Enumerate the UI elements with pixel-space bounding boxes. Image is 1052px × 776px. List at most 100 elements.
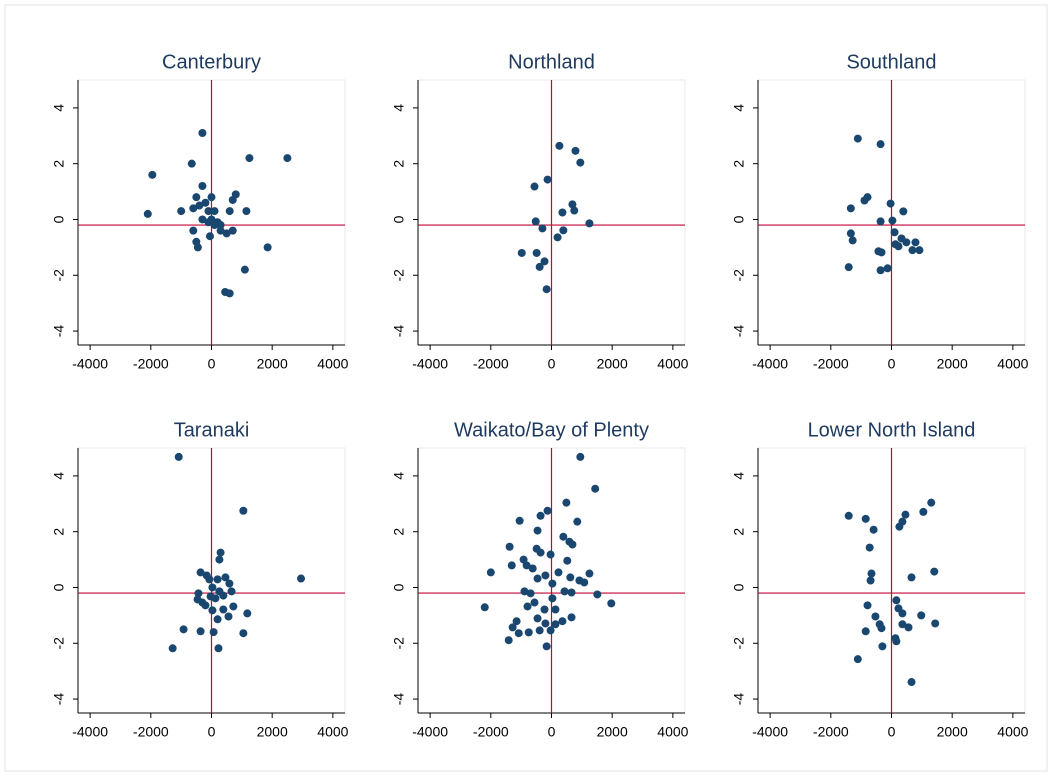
point: [228, 195, 237, 204]
point: [530, 598, 539, 607]
point: [143, 209, 152, 218]
point: [508, 623, 517, 632]
point: [568, 200, 577, 209]
x-tick-label: -4000: [752, 356, 788, 372]
point: [863, 601, 872, 610]
point: [168, 644, 177, 653]
point: [520, 587, 529, 596]
point: [876, 140, 885, 149]
point: [210, 207, 219, 216]
x-tick-label: 0: [548, 724, 556, 740]
y-tick-label: 0: [731, 583, 747, 591]
point: [877, 624, 886, 633]
point: [198, 182, 207, 190]
point: [205, 232, 214, 241]
point: [898, 609, 907, 618]
y-tick-label: 0: [51, 215, 67, 223]
x-tick-label: -2000: [133, 356, 169, 372]
point: [219, 591, 228, 600]
point: [888, 216, 897, 225]
y-tick-label: -4: [51, 325, 67, 338]
point: [892, 637, 901, 646]
point: [215, 555, 224, 564]
point: [224, 612, 233, 621]
point: [567, 588, 576, 597]
point: [553, 233, 562, 242]
panel-title: Canterbury: [162, 51, 261, 73]
point: [876, 217, 885, 226]
point: [573, 517, 582, 526]
point: [931, 619, 940, 628]
point: [504, 636, 513, 645]
point: [486, 568, 495, 577]
point: [846, 229, 855, 238]
point: [551, 605, 560, 614]
point: [551, 620, 560, 629]
point: [546, 626, 555, 635]
point: [861, 514, 870, 523]
point: [228, 226, 237, 235]
point: [915, 246, 924, 255]
x-tick-label: 2000: [937, 356, 968, 372]
point: [543, 175, 552, 184]
y-tick-label: 0: [391, 583, 407, 591]
point: [505, 542, 514, 551]
y-tick-label: 4: [391, 472, 407, 480]
point: [205, 575, 214, 584]
point: [283, 154, 292, 163]
x-tick-label: 4000: [997, 724, 1028, 740]
point: [216, 226, 225, 235]
point: [546, 550, 555, 559]
point: [528, 564, 537, 573]
point: [566, 573, 575, 582]
point: [522, 561, 531, 570]
point: [899, 207, 908, 216]
point: [883, 264, 892, 273]
point: [585, 569, 594, 578]
point: [927, 498, 936, 507]
x-tick-label: 2000: [597, 724, 628, 740]
point: [216, 548, 225, 557]
y-tick-label: -2: [731, 269, 747, 282]
panel-title: Waikato/Bay of Plenty: [454, 419, 649, 441]
point: [239, 629, 248, 638]
y-tick-label: 4: [731, 104, 747, 112]
point: [576, 452, 585, 461]
y-tick-label: -2: [731, 637, 747, 650]
y-tick-label: 4: [391, 104, 407, 112]
point: [563, 556, 572, 565]
point: [558, 208, 567, 217]
point: [562, 498, 571, 507]
point: [242, 207, 251, 216]
point: [297, 574, 306, 583]
point: [192, 193, 201, 202]
point: [187, 159, 196, 168]
point: [844, 511, 853, 520]
point: [848, 236, 857, 245]
x-tick-label: 2000: [257, 356, 288, 372]
y-tick-label: -4: [391, 693, 407, 706]
point: [548, 579, 557, 588]
point: [861, 627, 870, 636]
point: [195, 201, 204, 210]
point: [568, 540, 577, 549]
point: [538, 224, 547, 233]
y-tick-label: -2: [51, 269, 67, 282]
point: [607, 599, 616, 608]
point: [540, 257, 549, 266]
point: [225, 289, 234, 298]
point: [548, 594, 557, 603]
point: [567, 613, 576, 622]
x-tick-label: 0: [888, 724, 896, 740]
point: [541, 619, 550, 628]
point: [209, 628, 218, 637]
point: [196, 627, 205, 636]
point: [846, 204, 855, 213]
point: [890, 228, 899, 237]
x-tick-label: -2000: [473, 356, 509, 372]
point: [554, 568, 563, 577]
point: [853, 134, 862, 143]
point: [263, 243, 272, 252]
point: [901, 510, 910, 519]
